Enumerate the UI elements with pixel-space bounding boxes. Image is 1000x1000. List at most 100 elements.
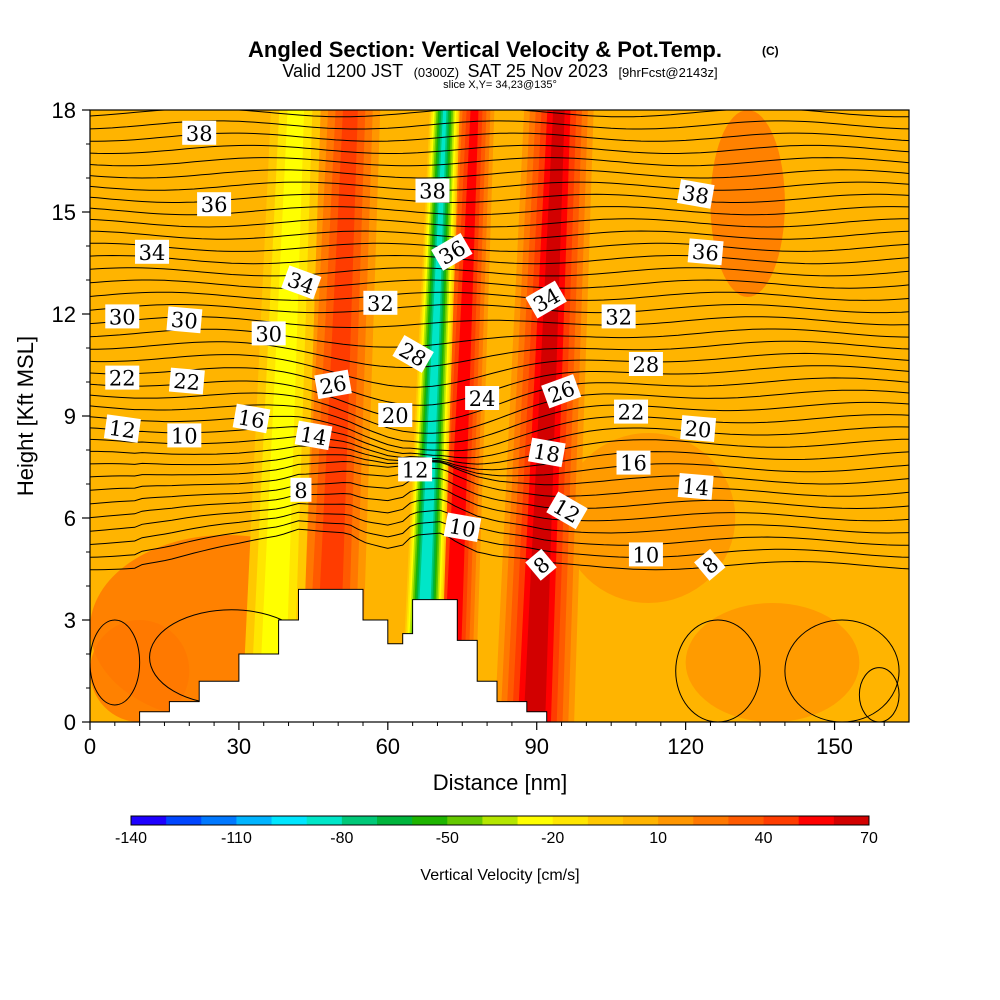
plot-area	[90, 110, 909, 722]
contour-label-box	[431, 233, 473, 271]
contour-label-box	[105, 365, 140, 390]
colorbar-swatch	[271, 816, 308, 825]
contour-label-0: 38	[182, 120, 217, 146]
contour-label-box	[614, 399, 649, 424]
colorbar: -140 -110 -80 -50 -20 10 40 70	[115, 815, 878, 847]
contour-label-text: 32	[367, 292, 394, 316]
contour-label-box	[182, 120, 217, 145]
isentrope-line	[90, 460, 909, 486]
colorbar-swatch	[306, 816, 343, 825]
updraft-band-level	[313, 110, 358, 722]
contour-label-box	[528, 437, 566, 468]
colorbar-swatch	[798, 816, 835, 825]
contour-label-22: 24	[465, 386, 500, 411]
colorbar-swatch	[166, 816, 202, 825]
subtitle-forecast: [9hrFcst@2143z]	[618, 65, 717, 80]
isentrope-line	[90, 254, 909, 265]
contour-label-2: 34	[135, 239, 170, 265]
contour-label-text: 22	[172, 369, 201, 395]
isentrope-line	[90, 389, 909, 434]
contour-label-3: 30	[105, 304, 140, 329]
isentrope-closed-contour	[784, 619, 900, 722]
contour-label-box	[680, 415, 717, 443]
contour-label-box	[676, 179, 715, 209]
contour-label-text: 16	[620, 452, 647, 476]
contour-labels: 38 36 34 30 30 30 22 22 12 10 16 14 8 34 26 32 20 28 12 10 3…	[103, 120, 726, 581]
colorbar-swatch	[587, 816, 624, 825]
contour-label-box	[294, 420, 333, 451]
contour-label-text: 12	[107, 416, 137, 443]
contour-label-text: 22	[618, 401, 645, 425]
colorbar-swatch	[131, 816, 167, 825]
contour-label-10: 16	[232, 403, 271, 434]
contour-label-text: 38	[186, 122, 213, 146]
contour-label-box	[616, 450, 651, 475]
isentrope-line	[90, 230, 909, 240]
contour-label-36: 36	[687, 238, 724, 266]
contour-label-box	[687, 238, 724, 266]
colorbar-swatch	[377, 816, 413, 825]
contour-label-box	[546, 491, 588, 530]
contour-label-text: 32	[605, 305, 632, 329]
contour-label-text: 24	[469, 387, 496, 411]
contour-label-16: 20	[378, 403, 413, 428]
colorbar-tick-label: -80	[330, 830, 353, 847]
contour-label-15: 32	[363, 290, 398, 316]
contour-label-32: 20	[680, 415, 717, 443]
contour-label-text: 34	[139, 241, 166, 265]
contour-label-19: 10	[443, 512, 482, 542]
contour-label-31: 16	[616, 450, 651, 476]
contour-label-text: 14	[298, 422, 328, 450]
x-tick-label: 60	[376, 734, 400, 759]
y-tick-label: 6	[64, 506, 76, 531]
y-tick-label: 3	[64, 608, 76, 633]
contour-label-box	[281, 265, 322, 300]
contour-label-text: 16	[236, 405, 266, 433]
contour-label-box	[525, 280, 567, 319]
contour-label-box	[314, 369, 352, 400]
updraft-band-level	[441, 110, 479, 722]
contour-label-13: 34	[281, 265, 322, 300]
contour-label-box	[251, 321, 286, 346]
contour-label-box	[168, 367, 205, 395]
contour-label-box	[103, 414, 141, 443]
y-tick-label: 0	[64, 710, 76, 735]
isentrope-line	[90, 528, 909, 571]
colorbar-swatch	[201, 816, 237, 825]
isentrope-line	[90, 304, 909, 314]
contour-label-box	[694, 548, 726, 581]
colorbar-tick-label: -50	[436, 830, 459, 847]
isentrope-line	[90, 328, 909, 348]
contour-label-29: 28	[628, 352, 663, 377]
contour-label-text: 10	[447, 514, 477, 542]
contour-label-box	[135, 239, 170, 264]
x-tick-label: 30	[227, 734, 251, 759]
contour-label-6: 22	[105, 365, 140, 391]
colorbar-swatch	[833, 816, 870, 825]
isentrope-line	[90, 467, 909, 497]
y-axis: 0 3 6 9 12 15 18	[52, 98, 90, 735]
isentrope-line	[90, 144, 909, 154]
contour-label-text: 8	[294, 479, 307, 503]
contour-label-4: 30	[166, 306, 203, 334]
colorbar-swatch	[763, 816, 800, 825]
contour-label-box	[398, 457, 433, 482]
contour-label-14: 26	[314, 369, 352, 400]
subtitle-valid: Valid 1200 JST	[282, 61, 403, 81]
contour-label-box	[465, 386, 500, 410]
contour-label-text: 30	[255, 322, 282, 346]
contour-label-30: 22	[614, 399, 649, 425]
isentrope-line	[90, 132, 909, 142]
contour-label-box	[525, 548, 557, 581]
contour-label-35: 38	[676, 179, 715, 209]
contour-label-box	[443, 512, 482, 542]
colorbar-tick-label: -20	[541, 830, 564, 847]
contour-label-text: 30	[170, 308, 199, 334]
contour-label-11: 14	[294, 420, 333, 451]
contour-label-box	[415, 178, 450, 203]
contour-label-text: 10	[171, 424, 198, 448]
y-tick-label: 9	[64, 404, 76, 429]
colorbar-swatch	[658, 816, 694, 825]
colorbar-swatch	[552, 816, 589, 825]
contour-label-33: 14	[677, 472, 714, 501]
